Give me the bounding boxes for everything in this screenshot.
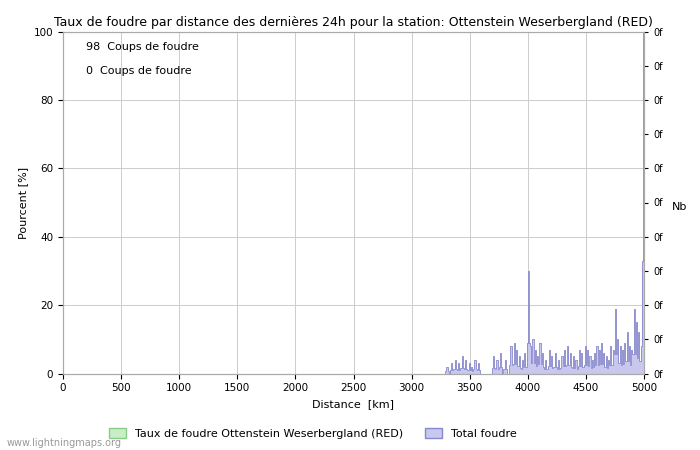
X-axis label: Distance  [km]: Distance [km] [312,399,395,409]
Text: www.lightningmaps.org: www.lightningmaps.org [7,438,122,448]
Legend: Taux de foudre Ottenstein Weserbergland (RED), Total foudre: Taux de foudre Ottenstein Weserbergland … [105,423,521,443]
Text: 98  Coups de foudre: 98 Coups de foudre [86,42,199,52]
Y-axis label: Pourcent [%]: Pourcent [%] [18,166,28,238]
Y-axis label: Nb: Nb [671,202,687,212]
Title: Taux de foudre par distance des dernières 24h pour la station: Ottenstein Weserb: Taux de foudre par distance des dernière… [54,16,653,29]
Text: 0  Coups de foudre: 0 Coups de foudre [86,66,192,76]
